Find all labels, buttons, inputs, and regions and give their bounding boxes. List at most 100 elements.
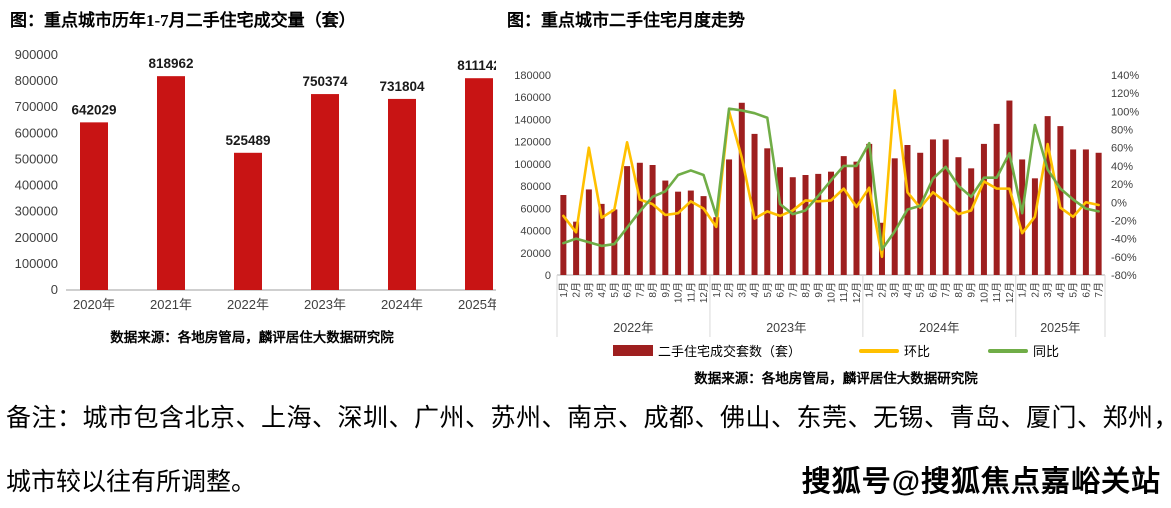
monthly-bar	[853, 161, 860, 275]
monthly-trend-chart: 图：重点城市二手住宅月度走势 0 20000 40000 60000 80000 1000…	[505, 6, 1167, 387]
monthly-bar	[917, 152, 924, 275]
monthly-bar	[1019, 159, 1026, 275]
right-chart-left-tick: 40000	[520, 226, 551, 238]
month-tick: 2月	[571, 282, 583, 298]
right-chart-left-tick: 80000	[520, 181, 551, 193]
monthly-bar	[585, 189, 592, 275]
month-tick: 6月	[775, 282, 787, 298]
legend-item-volume: 二手住宅成交套数（套）	[612, 341, 801, 360]
monthly-bar	[573, 221, 580, 275]
month-tick: 2月	[1029, 282, 1041, 298]
left-x-tick: 2021年	[150, 297, 192, 312]
monthly-bar	[726, 159, 733, 275]
monthly-bar	[789, 177, 796, 275]
yoy-line	[562, 107, 1100, 251]
annual-bar	[465, 78, 493, 290]
monthly-bar	[636, 162, 643, 275]
month-tick: 4月	[596, 282, 608, 298]
legend-label-yoy: 同比	[1033, 344, 1060, 359]
month-tick: 4月	[749, 282, 761, 298]
month-tick: 7月	[1093, 282, 1105, 298]
left-y-tick: 400000	[15, 178, 58, 193]
left-y-tick: 600000	[15, 125, 58, 140]
annual-bar-value-label: 750374	[302, 74, 348, 89]
left-y-tick: 100000	[15, 256, 58, 271]
monthly-bar	[560, 195, 567, 275]
monthly-bar	[1057, 126, 1064, 275]
month-tick: 5月	[609, 282, 621, 298]
left-x-tick: 2023年	[304, 297, 346, 312]
month-tick: 3月	[1042, 282, 1054, 298]
monthly-bar	[700, 196, 707, 275]
month-tick: 5月	[762, 282, 774, 298]
left-x-tick: 2020年	[73, 297, 115, 312]
monthly-bar	[598, 203, 605, 275]
monthly-bar	[624, 166, 631, 275]
monthly-bar	[828, 171, 834, 275]
annual-bar-value-label: 731804	[379, 79, 425, 94]
month-tick: 6月	[622, 282, 634, 298]
left-chart-source: 数据来源：各地房管局，麟评居住大数据研究院	[110, 330, 394, 345]
month-tick: 12月	[851, 282, 863, 303]
right-chart-left-tick: 120000	[514, 137, 551, 149]
monthly-bar	[942, 139, 949, 275]
legend-label-mom: 环比	[903, 344, 930, 359]
month-tick: 1月	[1017, 282, 1029, 298]
month-tick: 12月	[1004, 282, 1016, 303]
bar-swatch-icon	[612, 345, 653, 356]
monthly-bar	[687, 190, 694, 275]
monthly-bar	[1070, 149, 1077, 275]
right-chart-right-tick: 40%	[1111, 161, 1133, 173]
month-tick: 6月	[927, 282, 939, 298]
monthly-bar	[751, 133, 758, 275]
month-tick: 7月	[940, 282, 952, 298]
monthly-bar	[1031, 178, 1038, 275]
annual-bar	[157, 76, 185, 290]
month-tick: 10月	[978, 282, 990, 303]
monthly-bar	[777, 167, 784, 275]
month-tick: 8月	[953, 282, 965, 298]
month-tick: 7月	[787, 282, 799, 298]
annual-bar-value-label: 818962	[148, 56, 193, 71]
monthly-bar	[1095, 152, 1102, 275]
left-y-tick: 300000	[15, 204, 58, 219]
month-tick: 3月	[736, 282, 748, 298]
monthly-bar	[802, 175, 809, 275]
monthly-bar	[675, 191, 682, 275]
annual-bar	[234, 152, 262, 290]
month-tick: 7月	[634, 282, 646, 298]
monthly-bar	[840, 156, 847, 275]
month-tick: 11月	[685, 282, 697, 302]
month-tick: 11月	[838, 282, 850, 302]
month-tick: 4月	[902, 282, 914, 298]
note-text-line2: 城市较以往有所调整。	[6, 469, 257, 496]
annual-bar-value-label: 642029	[71, 102, 116, 117]
year-label: 2024年	[919, 321, 959, 335]
monthly-bar	[815, 173, 822, 275]
month-tick: 1月	[864, 282, 876, 298]
right-chart-left-tick: 0	[545, 270, 551, 282]
right-chart-right-tick: 60%	[1111, 143, 1133, 155]
month-tick: 10月	[673, 282, 685, 303]
annual-bar	[311, 94, 339, 290]
monthly-bar	[713, 217, 720, 275]
left-y-tick: 900000	[15, 47, 58, 62]
monthly-bar	[955, 157, 962, 275]
right-chart-right-tick: 140%	[1111, 70, 1139, 82]
right-chart-right-tick: -80%	[1111, 270, 1137, 282]
month-tick: 1月	[711, 282, 723, 298]
year-label: 2025年	[1040, 321, 1080, 335]
monthly-bar	[968, 168, 975, 275]
monthly-bar	[980, 143, 987, 275]
year-label: 2023年	[766, 321, 806, 335]
left-chart-title: 图：重点城市历年1-7月二手住宅成交量（套）	[10, 11, 356, 30]
left-x-tick: 2022年	[227, 297, 269, 312]
month-tick: 8月	[647, 282, 659, 298]
right-chart-left-tick: 160000	[514, 92, 551, 104]
monthly-bar	[738, 102, 745, 276]
annual-bar	[388, 98, 416, 290]
right-chart-left-tick: 180000	[514, 70, 551, 82]
right-chart-right-tick: 80%	[1111, 125, 1133, 137]
annual-bar	[80, 122, 108, 290]
right-chart-right-tick: 120%	[1111, 88, 1139, 100]
